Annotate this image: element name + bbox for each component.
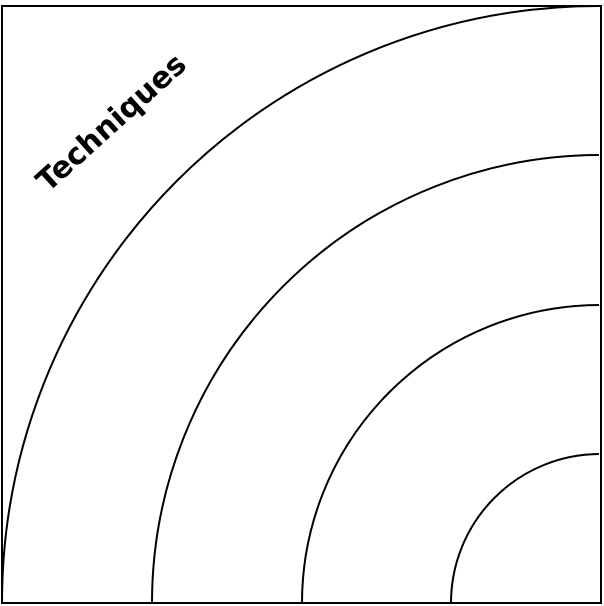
quadrant-label: Techniques [30, 47, 194, 199]
diagram-frame [1, 5, 602, 604]
ring-inner [450, 453, 600, 604]
ring-second [301, 304, 600, 604]
ring-third [151, 154, 600, 604]
ring-outer [1, 5, 600, 604]
